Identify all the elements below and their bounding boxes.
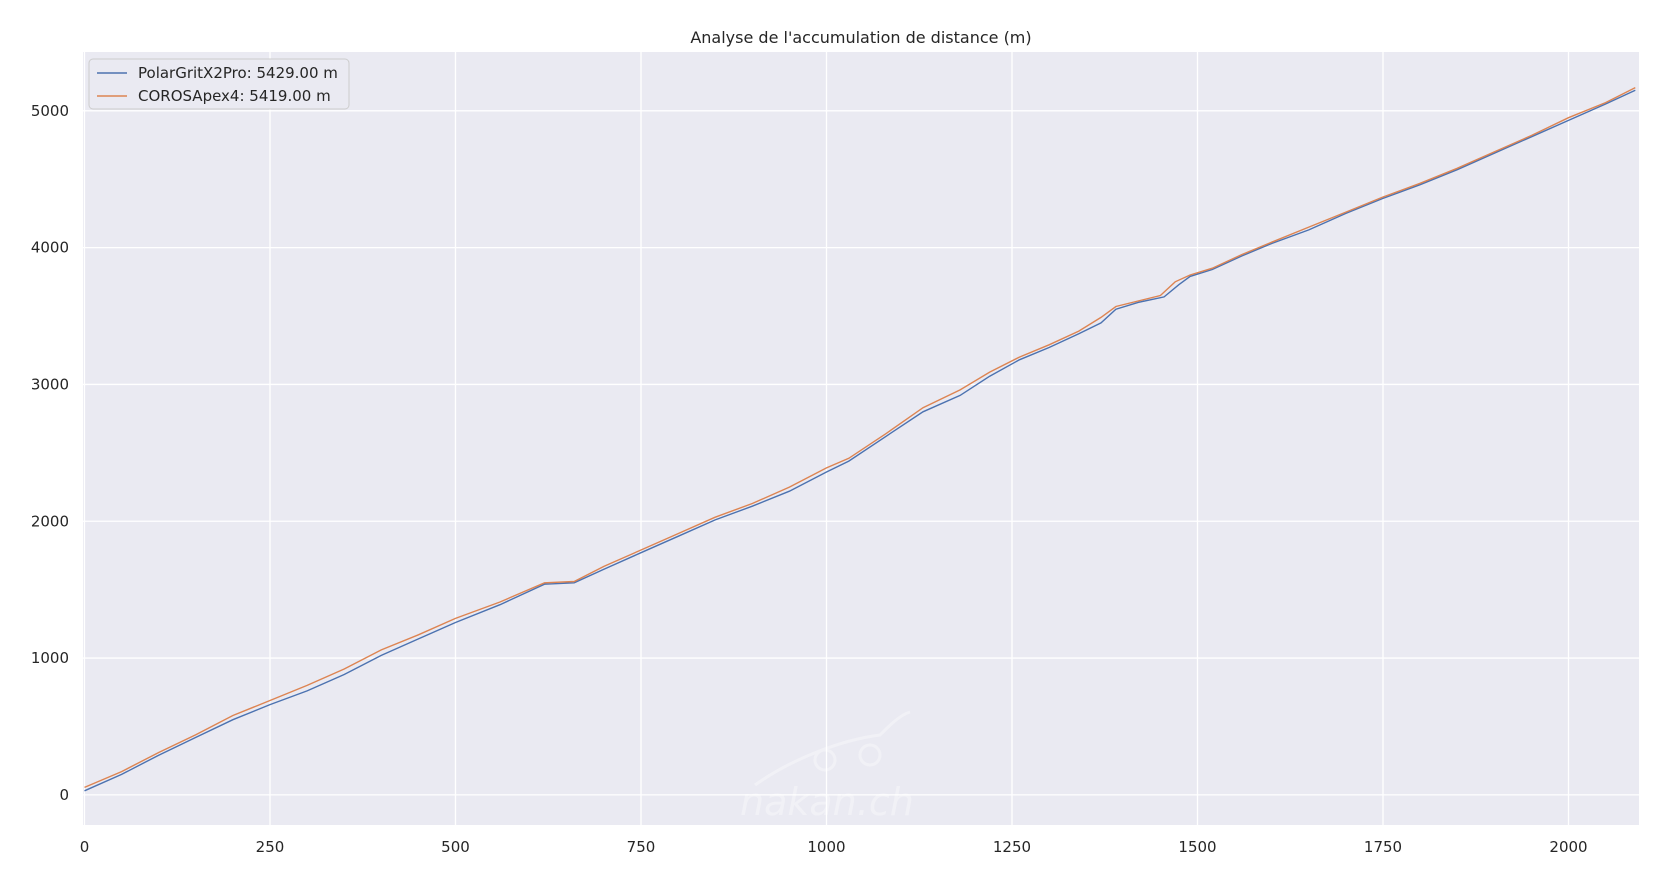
x-tick-label: 750 <box>627 838 656 856</box>
x-tick-label: 500 <box>441 838 470 856</box>
x-tick-label: 1750 <box>1364 838 1402 856</box>
legend-box <box>88 58 350 110</box>
legend-label: PolarGritX2Pro: 5429.00 m <box>138 64 338 82</box>
y-tick-label: 3000 <box>31 375 69 393</box>
y-tick-label: 2000 <box>31 512 69 530</box>
chart-title: Analyse de l'accumulation de distance (m… <box>690 28 1031 47</box>
y-tick-label: 0 <box>59 786 69 804</box>
series-line-1 <box>84 86 1636 789</box>
x-tick-label: 1250 <box>993 838 1031 856</box>
legend: PolarGritX2Pro: 5429.00 m COROSApex4: 541… <box>88 58 350 110</box>
grid <box>83 52 1639 825</box>
x-tick-label: 0 <box>80 838 90 856</box>
x-tick-label: 250 <box>256 838 285 856</box>
watermark-logo: nakan.ch <box>740 710 914 824</box>
x-axis-ticks: 0 250 500 750 1000 1250 1500 1750 2000 <box>80 838 1588 856</box>
y-axis-ticks: 0 1000 2000 3000 4000 5000 <box>31 102 69 804</box>
series-lines <box>84 86 1636 792</box>
legend-label: COROSApex4: 5419.00 m <box>138 87 331 105</box>
watermark-text: nakan.ch <box>740 780 914 824</box>
plot-background <box>83 52 1639 825</box>
x-tick-label: 1500 <box>1178 838 1216 856</box>
y-tick-label: 5000 <box>31 102 69 120</box>
x-tick-label: 1000 <box>807 838 845 856</box>
x-tick-label: 2000 <box>1549 838 1587 856</box>
y-tick-label: 1000 <box>31 649 69 667</box>
y-tick-label: 4000 <box>31 239 69 257</box>
series-line-0 <box>84 89 1636 792</box>
